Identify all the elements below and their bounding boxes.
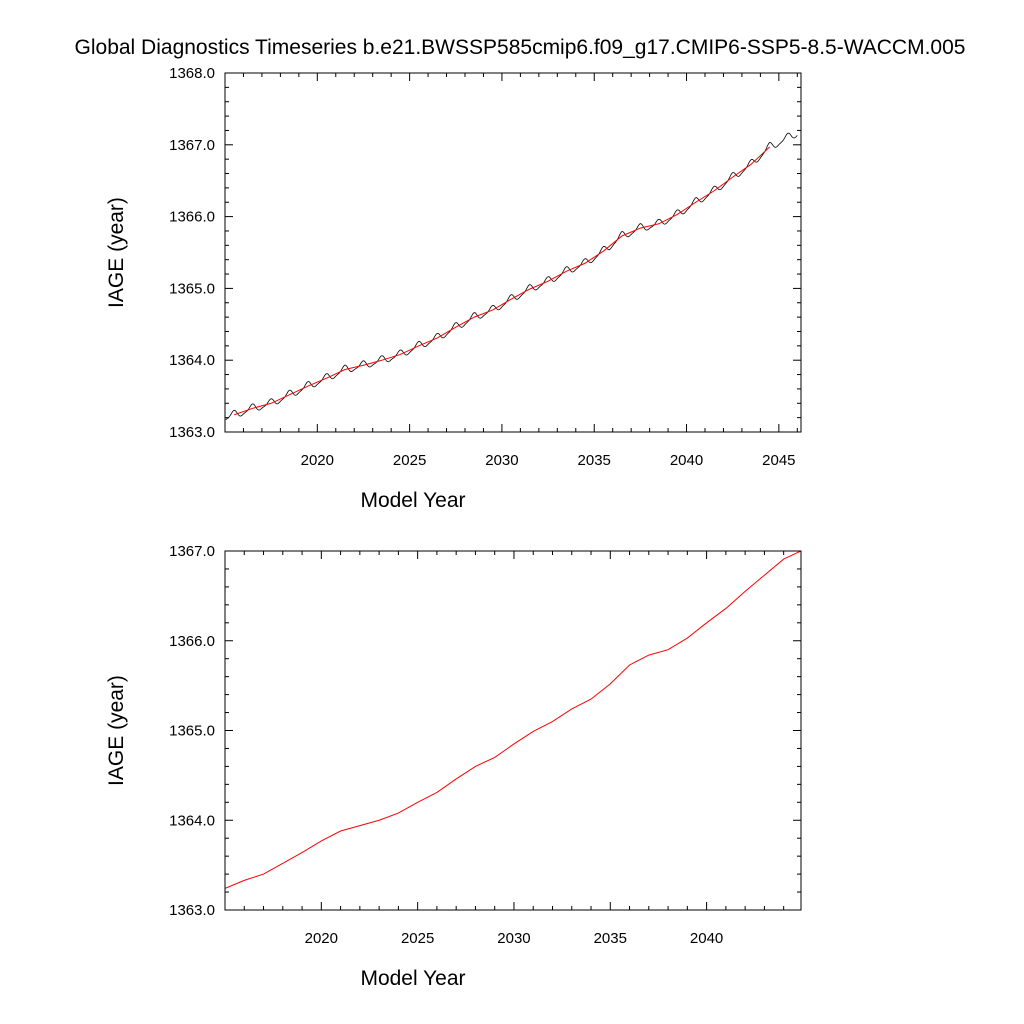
x-tick-label: 2030: [485, 452, 518, 469]
y-tick-label: 1364.0: [169, 812, 215, 829]
x-tick-label: 2020: [301, 452, 334, 469]
x-tick-label: 2040: [670, 452, 703, 469]
x-tick-label: 2040: [690, 930, 723, 947]
y-tick-label: 1365.0: [169, 723, 215, 740]
annual-series-line: [234, 146, 770, 416]
y-tick-label: 1365.0: [169, 280, 215, 297]
y-tick-label: 1367.0: [169, 137, 215, 154]
y-axis-title: IAGE (year): [105, 197, 128, 308]
x-tick-label: 2025: [401, 930, 434, 947]
x-tick-label: 2030: [497, 930, 530, 947]
x-tick-label: 2020: [305, 930, 338, 947]
y-tick-label: 1363.0: [169, 424, 215, 441]
x-axis-title: Model Year: [360, 967, 465, 990]
monthly-series-line: [225, 132, 798, 421]
panel-bottom: 1363.0 1364.0 1365.0 1366.0 1367.0 2020 2025 20…: [105, 543, 802, 990]
y-tick-label: 1367.0: [169, 543, 215, 560]
plot-area-top: [225, 132, 798, 421]
plot-frame-bottom: [224, 550, 802, 911]
y-tick-label: 1364.0: [169, 352, 215, 369]
y-axis-title: IAGE (year): [105, 675, 128, 786]
plot-area-bottom: [225, 551, 801, 889]
x-tick-label: 2035: [578, 452, 611, 469]
chart-title: Global Diagnostics Timeseries b.e21.BWSS…: [75, 36, 966, 59]
y-tick-label: 1363.0: [169, 902, 215, 919]
y-tick-label: 1366.0: [169, 209, 215, 226]
x-tick-label: 2025: [393, 452, 426, 469]
y-tick-label: 1366.0: [169, 633, 215, 650]
x-tick-label: 2035: [594, 930, 627, 947]
plot-frame-top: [224, 72, 802, 433]
annual-series-line: [225, 551, 801, 889]
y-tick-label: 1368.0: [169, 65, 215, 82]
x-axis-title: Model Year: [360, 489, 465, 512]
x-tick-label: 2045: [762, 452, 795, 469]
panel-top: 1363.0 1364.0 1365.0 1366.0 1367.0 1368.0 2020…: [105, 65, 802, 512]
